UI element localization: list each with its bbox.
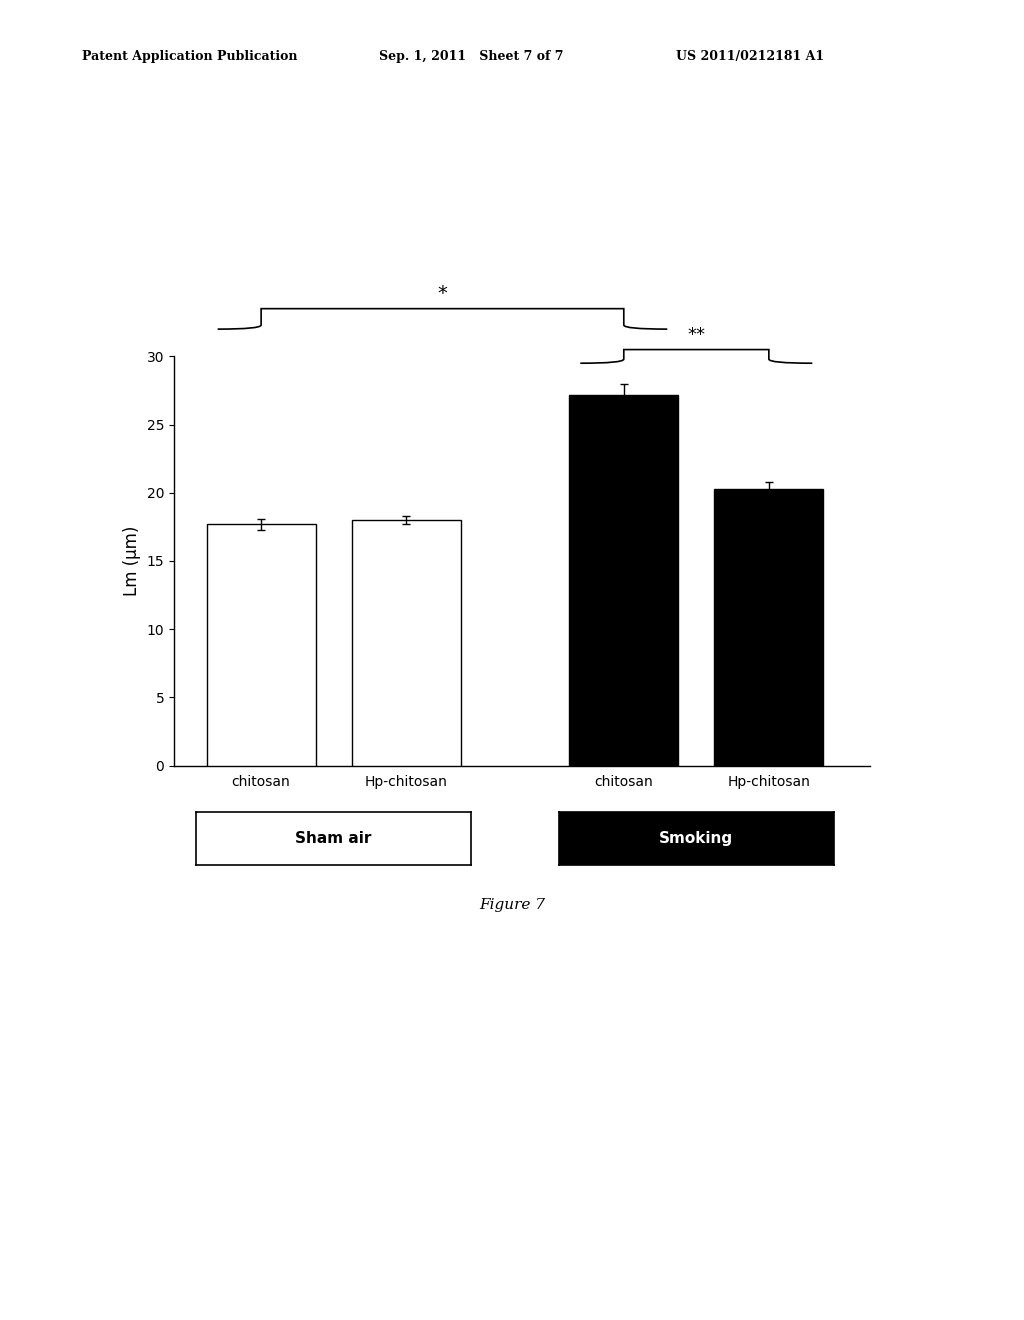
Text: Patent Application Publication: Patent Application Publication	[82, 50, 297, 63]
Text: Sham air: Sham air	[296, 830, 372, 846]
Text: Smoking: Smoking	[659, 830, 733, 846]
Text: **: **	[687, 326, 706, 345]
Bar	[207, 524, 315, 766]
Y-axis label: Lm (μm): Lm (μm)	[123, 525, 141, 597]
Bar	[569, 395, 678, 766]
Text: *: *	[437, 284, 447, 304]
Text: Sep. 1, 2011   Sheet 7 of 7: Sep. 1, 2011 Sheet 7 of 7	[379, 50, 563, 63]
Text: Figure 7: Figure 7	[479, 898, 545, 912]
Bar	[715, 488, 823, 766]
Bar	[352, 520, 461, 766]
Text: US 2011/0212181 A1: US 2011/0212181 A1	[676, 50, 824, 63]
